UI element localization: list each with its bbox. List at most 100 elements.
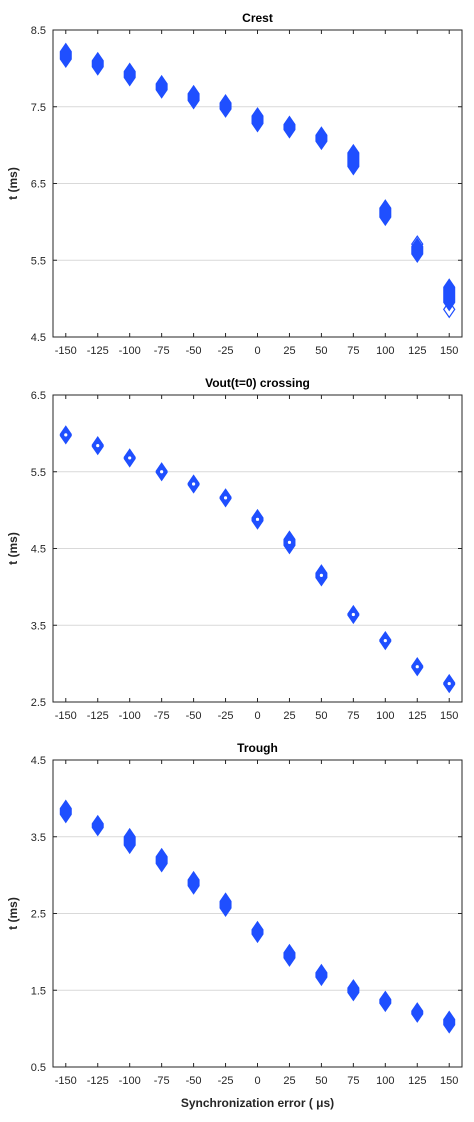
data-point [155,847,168,873]
x-tick-label: 0 [254,1075,260,1087]
x-tick-label: -150 [55,1075,77,1087]
chart-panel-3: -150 -125 -100 -75 -50 -25 0 25 50 75 100 125 150 0.5… [6,741,463,1110]
x-tick-label: 50 [315,1075,327,1087]
x-tick-label: 0 [254,345,260,357]
y-tick-label: 3.5 [31,620,46,632]
data-point [219,94,232,118]
data-point [155,74,168,99]
data-point-center [64,433,68,437]
x-tick-label: -125 [87,345,109,357]
x-tick-label: -50 [186,345,202,357]
data-point-hollow [411,235,424,254]
y-axis-label: t (ms) [6,897,20,930]
x-tick-label: -150 [55,345,77,357]
data-point [379,990,392,1013]
data-point-center [447,681,451,686]
x-tick-label: 75 [347,1075,359,1087]
data-point [219,892,232,918]
data-point [283,115,296,139]
data-point [251,107,264,133]
x-tick-label: -75 [154,710,170,722]
data-point [59,42,72,69]
x-tick-label: 150 [440,710,458,722]
x-tick-label: 25 [283,345,295,357]
data-point [187,84,200,110]
x-tick-label: 50 [315,345,327,357]
chart-title: Vout(t=0) crossing [205,376,310,390]
y-tick-label: 1.5 [31,985,46,997]
y-tick-label: 3.5 [31,832,46,844]
chart-panel-1: -150 -125 -100 -75 -50 -25 0 25 50 75 100 125 150 4.5… [6,11,463,357]
data-point [443,278,456,312]
x-tick-label: 100 [376,710,394,722]
x-tick-label: -75 [154,1075,170,1087]
data-point [59,799,72,824]
x-tick-label: 25 [283,710,295,722]
x-tick-label: 125 [408,345,426,357]
y-tick-label: 7.5 [31,102,46,114]
y-tick-label: 2.5 [31,697,46,709]
data-point [91,814,104,837]
x-tick-label: -25 [218,1075,234,1087]
data-point-center [319,573,324,577]
x-tick-label: 100 [376,1075,394,1087]
x-tick-label: 50 [315,710,327,722]
x-tick-label: -125 [87,1075,109,1087]
data-point-center [415,665,419,669]
data-point [443,1010,456,1034]
data-point-center [128,456,132,460]
y-tick-label: 2.5 [31,909,46,921]
data-point [123,827,136,855]
y-tick-label: 0.5 [31,1062,46,1074]
y-tick-label: 4.5 [31,332,46,344]
x-tick-label: 75 [347,345,359,357]
data-point [283,943,296,967]
x-tick-label: 100 [376,345,394,357]
x-tick-label: -150 [55,710,77,722]
y-tick-label: 4.5 [31,544,46,556]
data-point [315,963,328,987]
y-axis-label: t (ms) [6,167,20,200]
y-tick-label: 5.5 [31,255,46,267]
y-axis-label: t (ms) [6,532,20,565]
x-tick-label: 150 [440,345,458,357]
x-tick-label: 75 [347,710,359,722]
data-point [315,126,328,151]
y-tick-label: 6.5 [31,390,46,402]
data-point [379,199,392,227]
data-point [411,1002,424,1023]
x-tick-label: -100 [119,710,141,722]
x-tick-label: -25 [218,345,234,357]
data-point [347,143,360,176]
y-tick-label: 5.5 [31,467,46,479]
data-point-hollow [442,300,456,319]
y-tick-label: 8.5 [31,25,46,37]
x-tick-label: -100 [119,345,141,357]
x-tick-label: 125 [408,710,426,722]
x-tick-label: 25 [283,1075,295,1087]
x-tick-label: -100 [119,1075,141,1087]
data-point-center [383,639,387,643]
x-tick-label: -25 [218,710,234,722]
y-tick-label: 4.5 [31,755,46,767]
chart-panel-2: -150 -125 -100 -75 -50 -25 0 25 50 75 100 125 150 2.5… [6,376,463,722]
y-tick-label: 6.5 [31,179,46,191]
data-point [347,979,360,1002]
data-point-center [223,496,228,500]
chart-title: Trough [237,741,278,755]
x-tick-label: 0 [254,710,260,722]
data-point [123,62,136,87]
x-tick-label: -75 [154,345,170,357]
data-point-center [96,444,100,448]
data-point-center [191,482,196,486]
data-point [187,870,200,895]
data-point [251,920,264,944]
x-tick-label: 150 [440,1075,458,1087]
x-axis-label: Synchronization error ( μs) [181,1096,334,1110]
data-point-center [351,612,355,617]
data-point-center [287,540,292,544]
x-tick-label: -125 [87,710,109,722]
data-point-center [160,470,164,474]
